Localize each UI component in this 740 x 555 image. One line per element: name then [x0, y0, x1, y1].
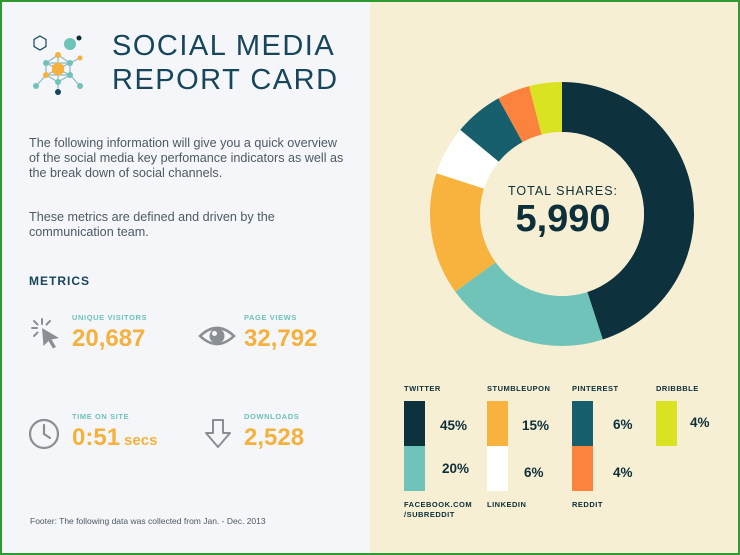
donut-slice-stumbleupon	[430, 173, 496, 292]
legend-name-reddit: REDDIT	[572, 500, 603, 509]
cursor-click-icon	[31, 318, 59, 349]
legend-swatch-dribbble	[656, 401, 677, 446]
page-title-line-2: REPORT CARD	[112, 64, 339, 96]
metrics-heading: METRICS	[29, 274, 90, 288]
clock-icon	[28, 418, 60, 450]
legend-name-facebook: FACEBOOK.COM /SUBREDDIT	[404, 500, 473, 519]
legend-name-twitter: TWITTER	[404, 384, 441, 393]
network-molecule-icon	[33, 35, 83, 95]
legend-swatch-stumbleupon	[487, 401, 508, 446]
donut-slice-twitter	[562, 82, 694, 340]
metric-value-time-on-site: 0:51 secs	[72, 424, 157, 452]
eye-icon	[198, 326, 236, 346]
legend-name-pinterest: PINTEREST	[572, 384, 619, 393]
metric-label-downloads: DOWNLOADS	[244, 412, 300, 421]
donut-hole	[480, 132, 644, 296]
legend-pct-stumbleupon: 15%	[522, 418, 550, 433]
donut-slice-reddit	[498, 86, 542, 143]
donut-slice-linkedin	[436, 129, 499, 189]
intro-paragraph: The following information will give you …	[29, 136, 344, 180]
total-shares-donut-chart	[430, 82, 694, 346]
donut-slice-pinterest	[460, 98, 523, 162]
intro-paragraph-2: These metrics are defined and driven by …	[29, 210, 275, 239]
metric-label-page-views: PAGE VIEWS	[244, 313, 297, 322]
legend-name-stumbleupon: STUMBLEUPON	[487, 384, 551, 393]
page-title-line-1: SOCIAL MEDIA	[112, 30, 336, 62]
download-arrow-icon	[205, 419, 231, 448]
metric-label-time-on-site: TIME ON SITE	[72, 412, 130, 421]
metric-label-unique-visitors: UNIQUE VISITORS	[72, 313, 148, 322]
legend-pct-twitter: 45%	[440, 418, 468, 433]
legend-name-linkedin: LINKEDIN	[487, 500, 527, 509]
metric-unit-secs: secs	[124, 432, 158, 449]
footer-note: Footer: The following data was collected…	[30, 516, 266, 526]
legend-name-dribbble: DRIBBBLE	[656, 384, 699, 393]
legend-swatch-reddit	[572, 446, 593, 491]
legend-swatch-twitter	[404, 401, 425, 446]
legend-swatch-linkedin	[487, 446, 508, 491]
metric-value-unique-visitors: 20,687	[72, 325, 146, 352]
metric-value-page-views: 32,792	[244, 325, 318, 352]
donut-slice-facebook-com-subreddit	[455, 262, 603, 346]
left-panel	[2, 2, 370, 553]
legend-pct-dribbble: 4%	[690, 415, 710, 430]
total-shares-value: 5,990	[515, 198, 611, 240]
legend-pct-pinterest: 6%	[613, 417, 633, 432]
donut-slice-dribbble	[529, 82, 562, 135]
legend-swatch-facebook	[404, 446, 425, 491]
total-shares-label: TOTAL SHARES:	[507, 184, 618, 198]
metric-value-time: 0:51	[72, 424, 121, 451]
metric-value-downloads: 2,528	[244, 424, 305, 451]
legend-pct-linkedin: 6%	[524, 465, 544, 480]
legend-pct-reddit: 4%	[613, 465, 633, 480]
legend-swatch-pinterest	[572, 401, 593, 446]
legend-pct-facebook: 20%	[442, 461, 470, 476]
